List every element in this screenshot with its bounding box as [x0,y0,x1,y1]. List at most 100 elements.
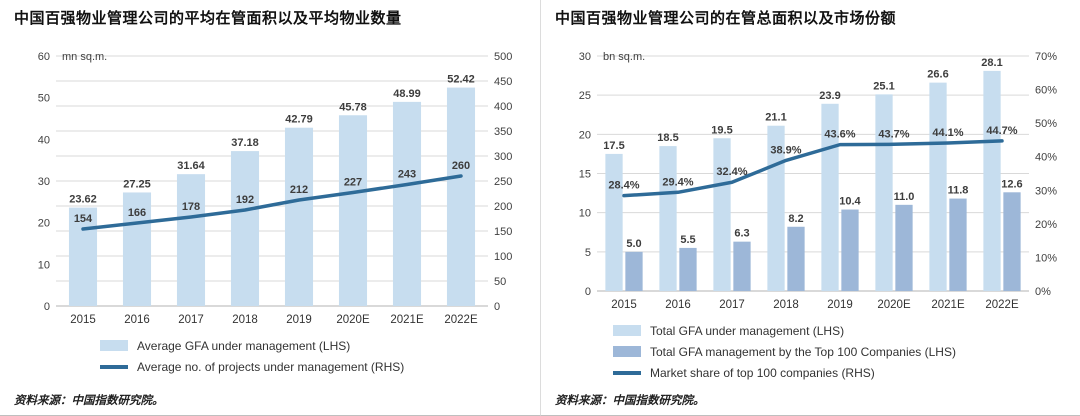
svg-text:5: 5 [585,247,591,259]
svg-text:500: 500 [494,51,512,63]
source-note: 资料来源：中国指数研究院。 [555,395,705,407]
svg-text:43.7%: 43.7% [878,128,909,140]
svg-text:2018: 2018 [232,314,258,326]
svg-text:12.6: 12.6 [1001,178,1022,190]
chart-legend: Average GFA under management (LHS) Averag… [100,335,530,377]
chart-legend: Total GFA under management (LHS) Total GF… [613,320,1070,383]
legend-item: Total GFA management by the Top 100 Comp… [613,341,1070,362]
svg-text:8.2: 8.2 [788,213,803,225]
source-note: 资料来源：中国指数研究院。 [14,395,164,407]
svg-text:20: 20 [38,218,50,230]
svg-text:50: 50 [38,93,50,105]
svg-text:28.4%: 28.4% [608,180,639,192]
svg-text:2021E: 2021E [931,299,965,311]
svg-text:2020E: 2020E [336,314,370,326]
chart-title: 中国百强物业管理公司的平均在管面积以及平均物业数量 [14,10,402,27]
svg-text:227: 227 [344,177,362,189]
svg-text:2015: 2015 [70,314,96,326]
svg-text:29.4%: 29.4% [662,176,693,188]
svg-text:2022E: 2022E [985,299,1019,311]
chart-panel-left: 中国百强物业管理公司的平均在管面积以及平均物业数量 0 10 20 30 40 50 60 0… [0,10,540,416]
svg-text:28.1: 28.1 [981,57,1002,69]
legend-label: Market share of top 100 companies (RHS) [650,365,875,380]
svg-text:52.42: 52.42 [447,74,475,86]
svg-text:20: 20 [579,129,591,141]
svg-text:70%: 70% [1035,51,1057,63]
svg-text:20%: 20% [1035,219,1057,231]
legend-line-swatch [100,364,128,369]
legend-bar-swatch [613,325,641,336]
svg-text:32.4%: 32.4% [716,166,747,178]
svg-text:42.79: 42.79 [285,114,313,126]
svg-text:26.6: 26.6 [927,69,948,81]
svg-text:0: 0 [44,301,50,313]
svg-text:44.7%: 44.7% [986,125,1017,137]
svg-text:30: 30 [38,176,50,188]
svg-text:5.0: 5.0 [626,238,641,250]
legend-item: Total GFA under management (LHS) [613,320,1070,341]
svg-text:154: 154 [74,213,93,225]
svg-text:10.4: 10.4 [839,196,861,208]
legend-item: Average no. of projects under management… [100,356,530,377]
svg-text:25: 25 [579,90,591,102]
svg-text:25.1: 25.1 [873,80,894,92]
svg-text:38.9%: 38.9% [770,144,801,156]
svg-text:mn sq.m.: mn sq.m. [62,51,107,63]
chart-title: 中国百强物业管理公司的在管总面积以及市场份额 [555,10,897,27]
svg-text:178: 178 [182,201,200,213]
svg-text:40: 40 [38,134,50,146]
bar-series: 5.0 5.5 6.3 8.2 10.4 11.0 11.8 12.6 [625,178,1023,291]
svg-text:2018: 2018 [773,299,799,311]
svg-text:30%: 30% [1035,185,1057,197]
svg-text:21.1: 21.1 [765,112,786,124]
svg-text:10%: 10% [1035,252,1057,264]
legend-bar-swatch [100,340,128,351]
svg-text:18.5: 18.5 [657,132,678,144]
svg-text:212: 212 [290,184,308,196]
svg-text:2016: 2016 [124,314,150,326]
svg-text:6.3: 6.3 [734,228,749,240]
svg-text:2017: 2017 [719,299,745,311]
bar-series: 23.62 27.25 31.64 37.18 42.79 45.78 48.99 52.42 [68,74,476,306]
legend-label: Total GFA under management (LHS) [650,323,845,338]
svg-text:19.5: 19.5 [711,124,732,136]
line-series: 28.4% 29.4% 32.4% 38.9% 43.6% 43.7% 44.1% 44.7% [608,125,1018,198]
legend-bar-swatch [613,346,641,357]
chart-canvas: 0 10 20 30 40 50 60 0 50 100 150 200 250 300 350 400 450… [38,51,513,326]
svg-text:2016: 2016 [665,299,691,311]
svg-text:15: 15 [579,169,591,181]
svg-text:2020E: 2020E [877,299,911,311]
svg-text:30: 30 [579,51,591,63]
bar-series: 17.5 18.5 19.5 21.1 23.9 25.1 26.6 28.1 [603,57,1003,292]
svg-text:10: 10 [38,259,50,271]
line-series: 154 166 178 192 212 227 243 260 [74,160,470,231]
svg-text:2015: 2015 [611,299,637,311]
svg-text:243: 243 [398,169,416,181]
svg-text:2019: 2019 [286,314,312,326]
svg-text:44.1%: 44.1% [932,127,963,139]
svg-text:0: 0 [585,286,591,298]
svg-text:43.6%: 43.6% [824,129,855,141]
chart-canvas: 0 5 10 15 20 25 30 0% 10% 20% 30% 40% 50% 60% 70% bn sq… [579,51,1057,311]
svg-text:2019: 2019 [827,299,853,311]
legend-label: Average no. of projects under management… [137,359,405,374]
svg-text:50: 50 [494,276,506,288]
legend-line-swatch [613,370,641,375]
svg-text:27.25: 27.25 [123,178,151,190]
svg-text:31.64: 31.64 [177,160,205,172]
svg-text:192: 192 [236,194,254,206]
legend-label: Total GFA management by the Top 100 Comp… [650,344,956,359]
svg-text:166: 166 [128,207,146,219]
svg-text:60: 60 [38,51,50,63]
svg-text:150: 150 [494,226,512,238]
svg-text:11.8: 11.8 [948,185,969,197]
svg-text:200: 200 [494,201,512,213]
legend-label: Average GFA under management (LHS) [137,338,351,353]
svg-text:bn sq.m.: bn sq.m. [603,51,645,63]
svg-text:45.78: 45.78 [339,101,367,113]
x-axis-labels: 2015 2016 2017 2018 2019 2020E 2021E 2022E [611,299,1019,311]
legend-item: Average GFA under management (LHS) [100,335,530,356]
svg-text:0%: 0% [1035,286,1051,298]
svg-text:400: 400 [494,101,512,113]
